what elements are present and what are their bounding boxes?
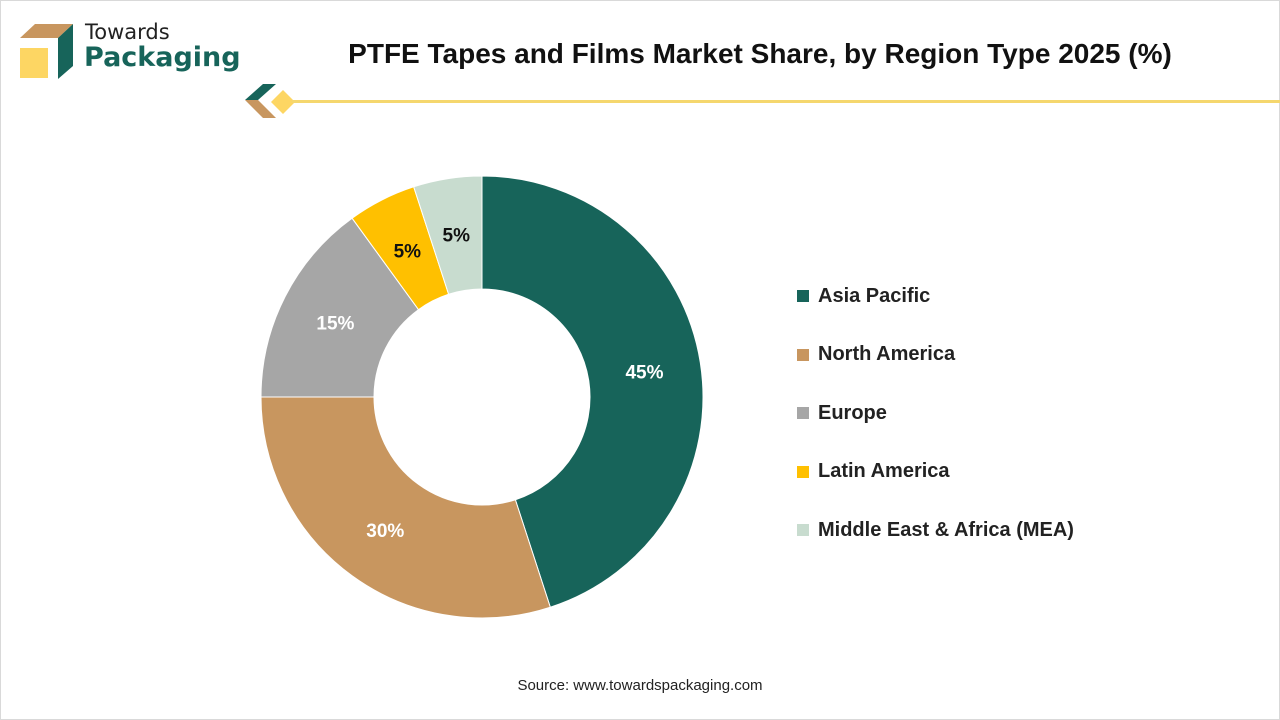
legend-item: Latin America	[797, 443, 1074, 502]
data-label: 45%	[625, 362, 663, 383]
legend-label: North America	[818, 343, 956, 366]
legend-label: Europe	[818, 401, 887, 424]
data-label: 5%	[394, 241, 422, 262]
brand-name-line2: Packaging	[84, 42, 241, 73]
legend-item: Asia Pacific	[797, 267, 1074, 326]
source-note: Source: www.towardspackaging.com	[517, 677, 763, 694]
legend-label: Asia Pacific	[818, 284, 931, 307]
donut-slice-north-america	[260, 396, 551, 619]
donut-slice-europe	[260, 217, 420, 398]
donut-slice-middle-east-africa-mea-	[413, 175, 483, 295]
legend-swatch	[797, 465, 809, 478]
legend-item: Middle East & Africa (MEA)	[797, 501, 1074, 560]
data-label: 30%	[366, 521, 404, 542]
legend-item: Europe	[797, 384, 1074, 443]
legend-swatch	[797, 290, 809, 303]
legend-swatch	[797, 348, 809, 361]
legend-item: North America	[797, 326, 1074, 385]
data-label: 15%	[316, 313, 354, 334]
legend-swatch	[797, 407, 809, 420]
donut-slice-asia-pacific	[481, 175, 704, 608]
chart-title: PTFE Tapes and Films Market Share, by Re…	[348, 38, 1172, 69]
legend-swatch	[797, 524, 809, 537]
legend: Asia Pacific North America Europe Latin Ame…	[797, 267, 1074, 560]
legend-label: Middle East & Africa (MEA)	[818, 518, 1074, 541]
title-underline	[292, 100, 1280, 103]
box-logo-icon	[20, 24, 73, 79]
decorative-arrow-icon	[245, 84, 295, 118]
data-label: 5%	[443, 226, 471, 247]
brand-name-line1: Towards	[85, 20, 170, 44]
brand-logo	[18, 22, 78, 85]
legend-label: Latin America	[818, 460, 950, 483]
